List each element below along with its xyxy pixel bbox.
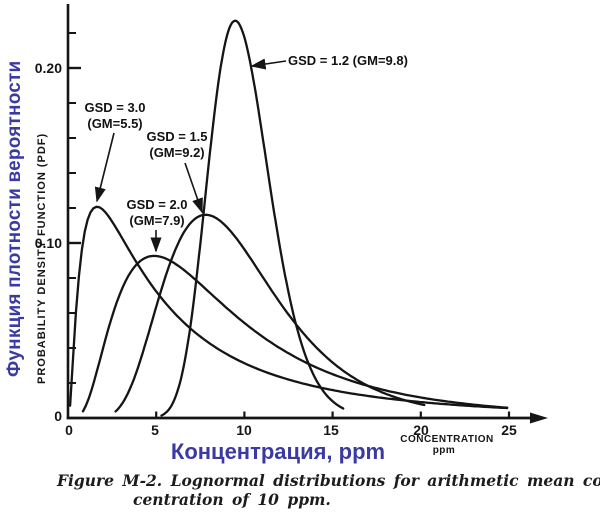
x-tick-label-15: 15: [323, 422, 339, 438]
curve-gsd-2: [81, 254, 509, 413]
y-axis-title-english: PROBABILITY DENSITY FUNCTION (PDF): [36, 132, 48, 384]
x-axis-arrowhead: [530, 412, 548, 424]
x-tick-label-0: 0: [65, 422, 73, 438]
annotation-gsd-1-5: GSD = 1.5 (GM=9.2): [137, 129, 217, 161]
curve-gsd-3: [68, 205, 509, 410]
annotation-gsd-2-0: GSD = 2.0 (GM=7.9): [117, 197, 197, 229]
annotation-gsd-1-2: GSD = 1.2 (GM=9.8): [288, 53, 408, 68]
annotation-gsd-1-5-line1: GSD = 1.5: [146, 129, 208, 144]
y-tick-label-020: 0.20: [34, 60, 62, 76]
annotation-gsd-2-0-line2: (GM=7.9): [129, 213, 185, 228]
figure-caption-line1: Figure M-2. Lognormal distributions for …: [57, 471, 600, 490]
x-axis-title-english-units: ppm: [432, 445, 456, 456]
curve-gsd-1.2: [160, 19, 345, 417]
annotation-gsd-3-0-line1: GSD = 3.0: [84, 100, 146, 115]
y-axis-title-russian: Функция плотности вероятности: [4, 60, 25, 377]
annotation-gsd-3-0-line2: (GM=5.5): [87, 116, 143, 131]
x-axis-title-russian: Концентрация, ppm: [170, 439, 386, 464]
x-tick-label-5: 5: [151, 422, 159, 438]
annotation-gsd-2-0-line1: GSD = 2.0: [126, 197, 188, 212]
y-tick-label-010: 0.10: [34, 235, 62, 251]
arrow-gsd-3.0: [94, 132, 115, 203]
annotation-gsd-3-0: GSD = 3.0 (GM=5.5): [75, 100, 155, 132]
arrow-gsd-1.2: [250, 58, 287, 70]
x-tick-label-10: 10: [236, 422, 252, 438]
x-tick-label-25: 25: [501, 422, 517, 438]
arrow-gsd-1.5: [184, 162, 203, 214]
figure-caption-line2: centration of 10 ppm.: [133, 490, 331, 509]
y-tick-label-0: 0: [54, 408, 62, 424]
x-tick-label-20: 20: [413, 422, 429, 438]
annotation-gsd-1-5-line2: (GM=9.2): [149, 145, 205, 160]
x-axis-title-english: CONCENTRATION: [400, 434, 494, 445]
curve-gsd-1.5: [114, 213, 426, 413]
